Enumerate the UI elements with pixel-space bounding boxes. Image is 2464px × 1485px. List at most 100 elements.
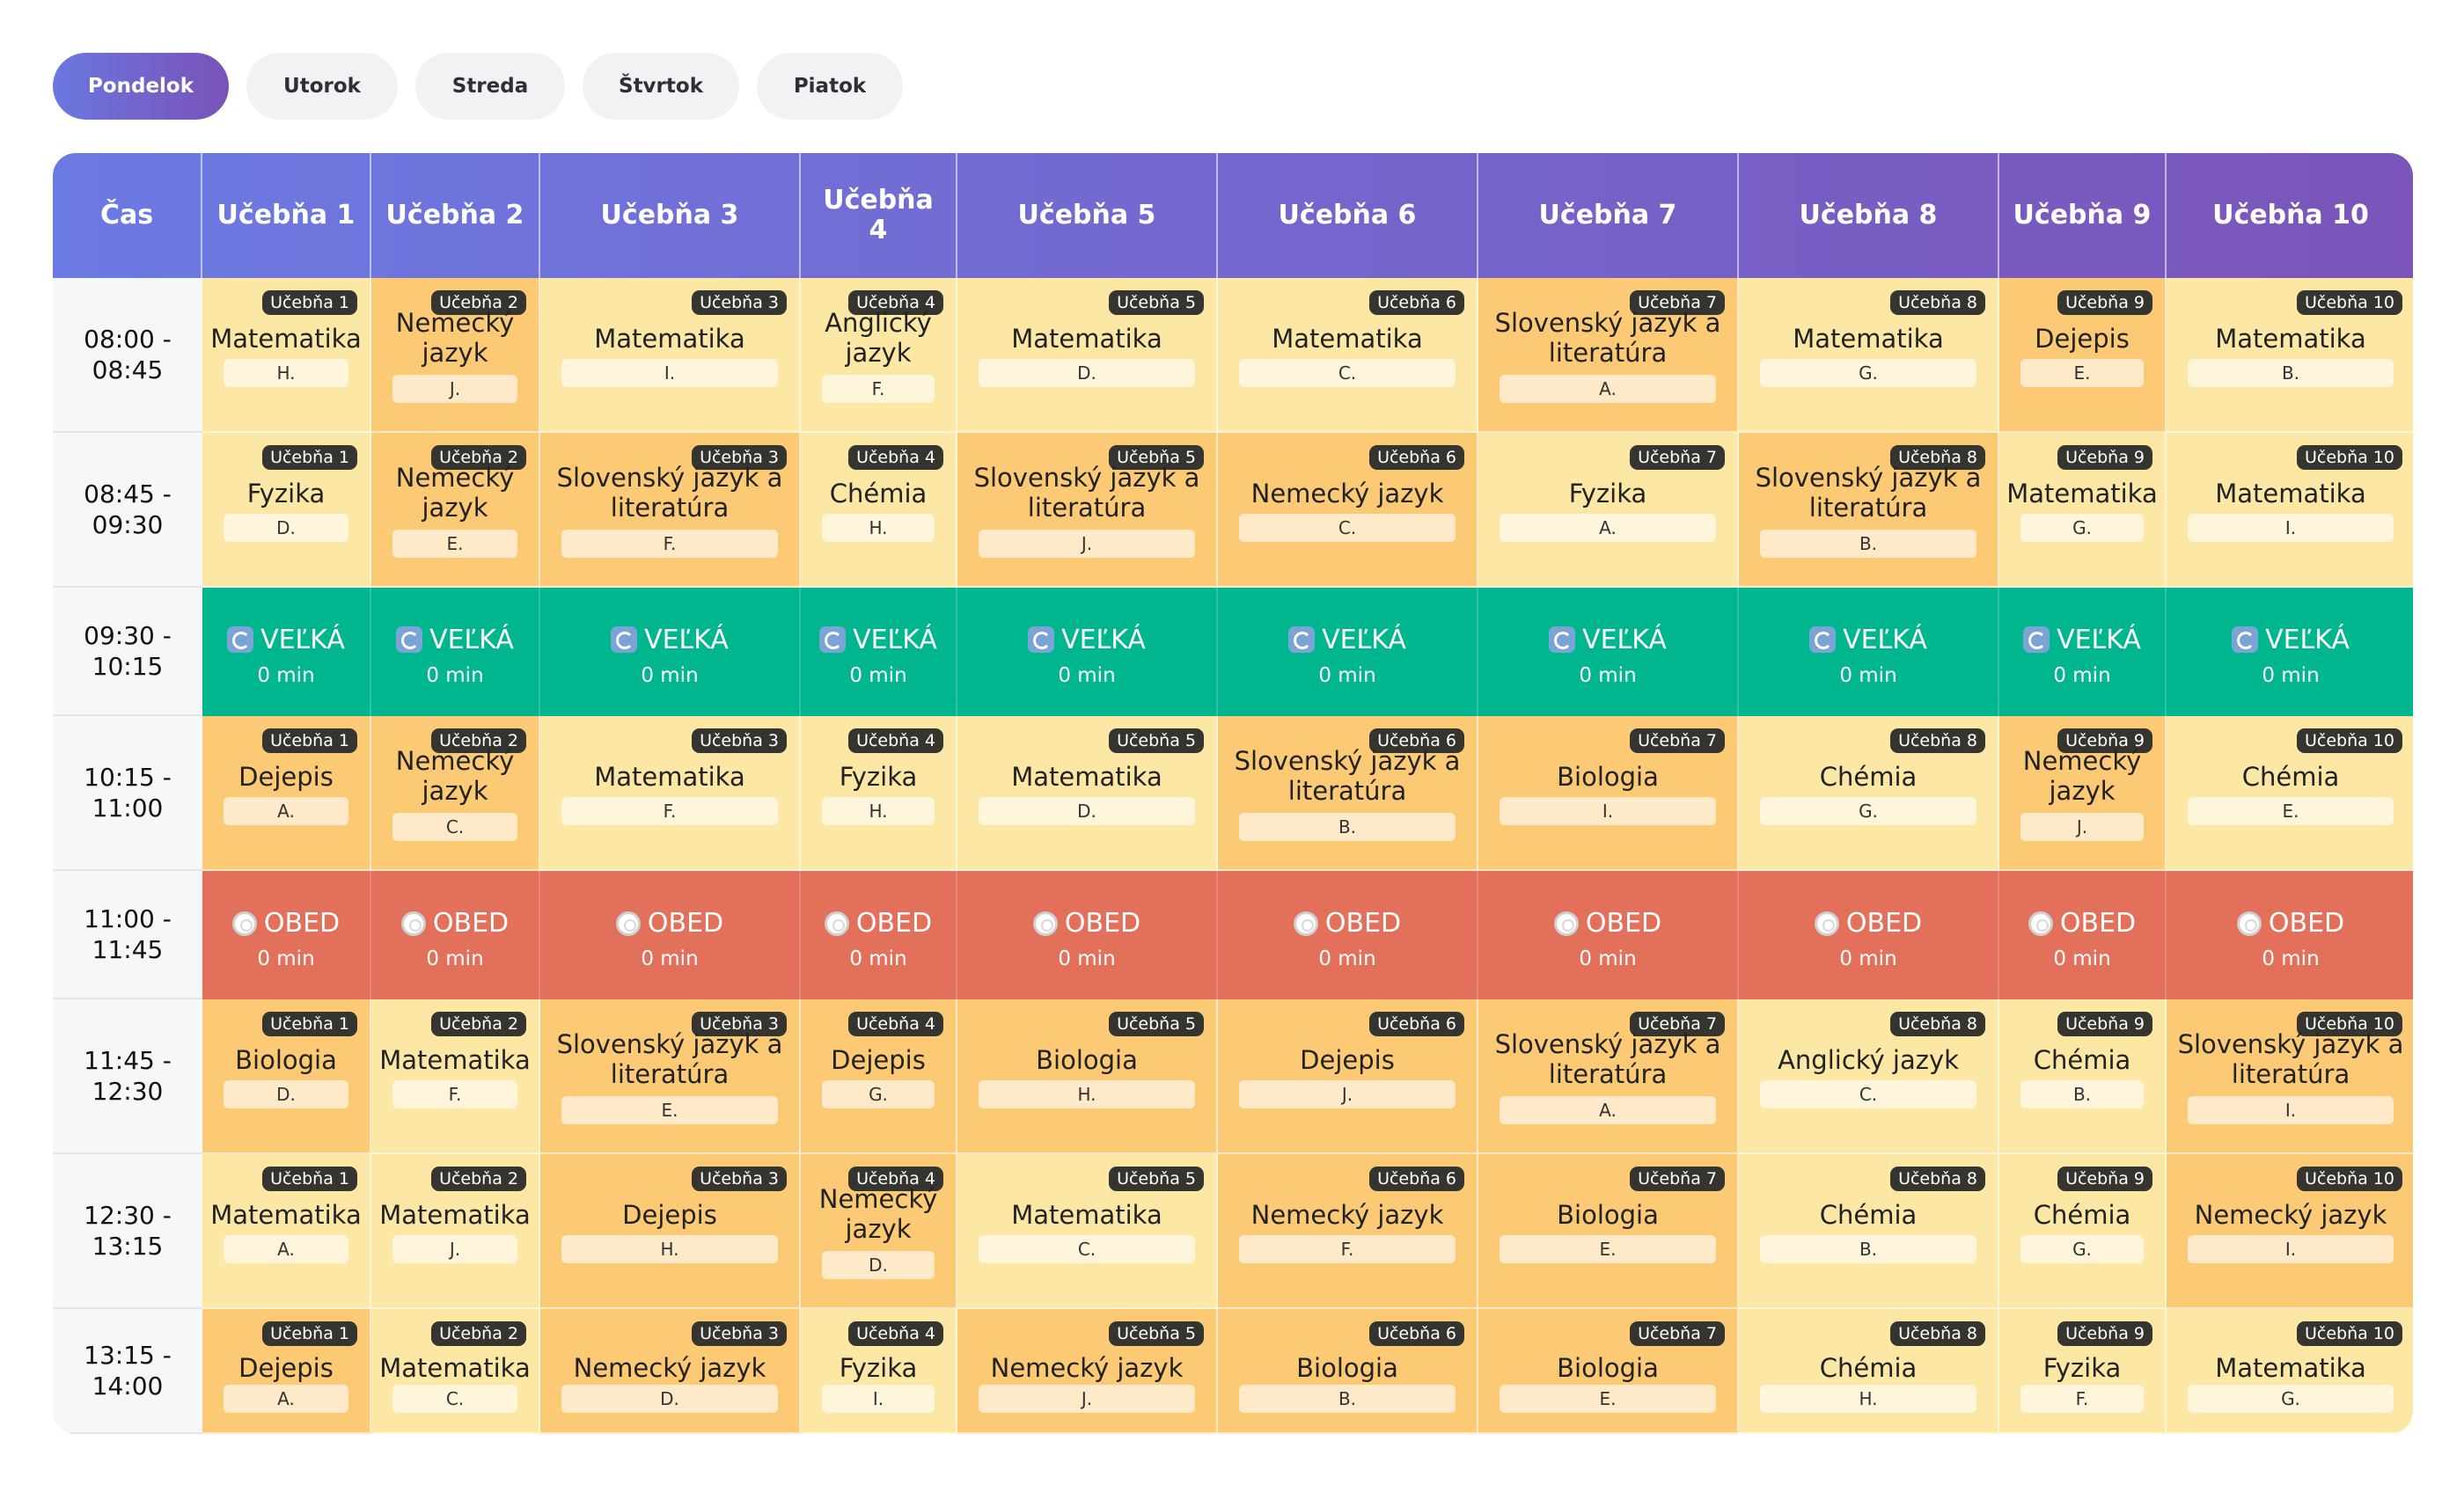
lesson-cell[interactable]: Učebňa 2 Matematika J. <box>371 1154 540 1309</box>
lesson-cell[interactable]: Učebňa 8 Chémia G. <box>1739 716 1999 871</box>
lesson-cell[interactable]: Učebňa 10 Matematika B. <box>2167 278 2413 433</box>
lesson-cell[interactable]: Učebňa 1 Matematika A. <box>202 1154 371 1309</box>
lesson-cell[interactable]: Učebňa 6 Dejepis J. <box>1218 999 1478 1154</box>
lesson-cell[interactable]: Učebňa 1 Matematika H. <box>202 278 371 433</box>
subject-name: Nemecký jazyk <box>818 1184 938 1244</box>
lesson-cell[interactable]: Učebňa 9 Nemecký jazyk J. <box>1999 716 2167 871</box>
lesson-cell[interactable]: Učebňa 10 Matematika G. <box>2167 1309 2413 1434</box>
time-slot: 09:30 -10:15 <box>53 588 202 716</box>
subject-name: Dejepis <box>238 762 334 792</box>
lesson-cell[interactable]: Učebňa 8 Chémia B. <box>1739 1154 1999 1309</box>
break-name: OBED <box>1064 908 1141 939</box>
lesson-cell[interactable]: Učebňa 3 Slovenský jazyk a literatúra E. <box>540 999 801 1154</box>
lesson-cell[interactable]: Učebňa 5 Slovenský jazyk a literatúra J. <box>957 433 1218 588</box>
lesson-cell[interactable]: Učebňa 7 Fyzika A. <box>1478 433 1739 588</box>
break-name: OBED <box>855 908 933 939</box>
lesson-cell[interactable]: Učebňa 3 Slovenský jazyk a literatúra F. <box>540 433 801 588</box>
lesson-cell[interactable]: Učebňa 1 Biologia D. <box>202 999 371 1154</box>
tab-2[interactable]: Utorok <box>246 53 398 120</box>
teacher-label: B. <box>1239 1385 1456 1413</box>
lesson-cell[interactable]: Učebňa 3 Matematika I. <box>540 278 801 433</box>
lesson-cell[interactable]: Učebňa 3 Matematika F. <box>540 716 801 871</box>
lesson-cell[interactable]: Učebňa 6 Biologia B. <box>1218 1309 1478 1434</box>
room-badge: Učebňa 3 <box>692 1012 787 1036</box>
lesson-cell[interactable]: Učebňa 4 Fyzika I. <box>801 1309 957 1434</box>
lesson-cell[interactable]: Učebňa 5 Matematika C. <box>957 1154 1218 1309</box>
lesson-cell[interactable]: Učebňa 2 Matematika F. <box>371 999 540 1154</box>
break-label: OBED <box>540 908 799 940</box>
lesson-cell[interactable]: Učebňa 2 Nemecký jazyk E. <box>371 433 540 588</box>
lesson-cell[interactable]: Učebňa 4 Dejepis G. <box>801 999 957 1154</box>
room-badge: Učebňa 2 <box>431 1167 526 1191</box>
lesson-cell[interactable]: Učebňa 8 Chémia H. <box>1739 1309 1999 1434</box>
tab-3[interactable]: Streda <box>415 53 565 120</box>
teacher-label: C. <box>1239 359 1456 387</box>
lesson-cell[interactable]: Učebňa 6 Matematika C. <box>1218 278 1478 433</box>
lesson-cell[interactable]: Učebňa 9 Chémia G. <box>1999 1154 2167 1309</box>
lesson-cell[interactable]: Učebňa 7 Slovenský jazyk a literatúra A. <box>1478 278 1739 433</box>
lesson-cell[interactable]: Učebňa 7 Biologia I. <box>1478 716 1739 871</box>
lesson-cell[interactable]: Učebňa 10 Nemecký jazyk I. <box>2167 1154 2413 1309</box>
lesson-cell[interactable]: Učebňa 5 Biologia H. <box>957 999 1218 1154</box>
lesson-cell[interactable]: Učebňa 2 Matematika C. <box>371 1309 540 1434</box>
room-badge: Učebňa 5 <box>1109 1167 1204 1191</box>
plate-icon <box>231 911 257 936</box>
lunch-cell: OBED 0 min <box>540 871 801 999</box>
lesson-cell[interactable]: Učebňa 4 Nemecký jazyk D. <box>801 1154 957 1309</box>
refresh-icon <box>1028 626 1055 653</box>
lesson-cell[interactable]: Učebňa 5 Matematika D. <box>957 278 1218 433</box>
lesson-cell[interactable]: Učebňa 8 Anglický jazyk C. <box>1739 999 1999 1154</box>
teacher-label: H. <box>1760 1385 1976 1413</box>
lesson-cell[interactable]: Učebňa 3 Dejepis H. <box>540 1154 801 1309</box>
tab-5[interactable]: Piatok <box>757 53 903 120</box>
lesson-cell[interactable]: Učebňa 2 Nemecký jazyk J. <box>371 278 540 433</box>
lesson-cell[interactable]: Učebňa 8 Matematika G. <box>1739 278 1999 433</box>
lesson-cell[interactable]: Učebňa 10 Chémia E. <box>2167 716 2413 871</box>
lesson-cell[interactable]: Učebňa 6 Nemecký jazyk F. <box>1218 1154 1478 1309</box>
lesson-cell[interactable]: Učebňa 7 Biologia E. <box>1478 1154 1739 1309</box>
lesson-cell[interactable]: Učebňa 4 Anglický jazyk F. <box>801 278 957 433</box>
lesson-cell[interactable]: Učebňa 10 Matematika I. <box>2167 433 2413 588</box>
refresh-icon <box>2232 626 2259 653</box>
room-header-2: Učebňa 2 <box>371 153 540 278</box>
break-cell: VEĽKÁ 0 min <box>801 588 957 716</box>
teacher-label: B. <box>1239 813 1456 841</box>
break-label: VEĽKÁ <box>202 625 370 656</box>
refresh-icon <box>611 626 638 653</box>
tab-1[interactable]: Pondelok <box>53 53 229 120</box>
refresh-icon <box>1809 626 1837 653</box>
lesson-cell[interactable]: Učebňa 10 Slovenský jazyk a literatúra I. <box>2167 999 2413 1154</box>
lesson-cell[interactable]: Učebňa 4 Chémia H. <box>801 433 957 588</box>
subject-name: Biologia <box>1557 762 1659 792</box>
lesson-cell[interactable]: Učebňa 9 Matematika G. <box>1999 433 2167 588</box>
break-duration: 0 min <box>641 947 699 970</box>
lesson-cell[interactable]: Učebňa 1 Dejepis A. <box>202 716 371 871</box>
subject-name: Slovenský jazyk a literatúra <box>556 463 783 523</box>
lesson-cell[interactable]: Učebňa 9 Dejepis E. <box>1999 278 2167 433</box>
refresh-icon <box>227 626 254 653</box>
lesson-cell[interactable]: Učebňa 5 Nemecký jazyk J. <box>957 1309 1218 1434</box>
lesson-cell[interactable]: Učebňa 9 Chémia B. <box>1999 999 2167 1154</box>
lesson-cell[interactable]: Učebňa 8 Slovenský jazyk a literatúra B. <box>1739 433 1999 588</box>
lesson-cell[interactable]: Učebňa 6 Nemecký jazyk C. <box>1218 433 1478 588</box>
lesson-cell[interactable]: Učebňa 9 Fyzika F. <box>1999 1309 2167 1434</box>
lesson-cell[interactable]: Učebňa 5 Matematika D. <box>957 716 1218 871</box>
lesson-cell[interactable]: Učebňa 7 Biologia E. <box>1478 1309 1739 1434</box>
teacher-label: D. <box>561 1385 778 1413</box>
lesson-cell[interactable]: Učebňa 2 Nemecký jazyk C. <box>371 716 540 871</box>
lesson-cell[interactable]: Učebňa 6 Slovenský jazyk a literatúra B. <box>1218 716 1478 871</box>
lunch-cell: OBED 0 min <box>1999 871 2167 999</box>
room-header-6: Učebňa 6 <box>1218 153 1478 278</box>
tab-4[interactable]: Štvrtok <box>583 53 739 120</box>
lesson-cell[interactable]: Učebňa 3 Nemecký jazyk D. <box>540 1309 801 1434</box>
room-badge: Učebňa 1 <box>262 290 357 315</box>
room-badge: Učebňa 10 <box>2296 1321 2402 1346</box>
room-header-8: Učebňa 8 <box>1739 153 1999 278</box>
lesson-cell[interactable]: Učebňa 7 Slovenský jazyk a literatúra A. <box>1478 999 1739 1154</box>
subject-name: Nemecký jazyk <box>1250 479 1444 508</box>
room-badge: Učebňa 5 <box>1109 1321 1204 1346</box>
break-name: OBED <box>1585 908 1662 939</box>
lesson-cell[interactable]: Učebňa 1 Fyzika D. <box>202 433 371 588</box>
lesson-cell[interactable]: Učebňa 4 Fyzika H. <box>801 716 957 871</box>
lesson-cell[interactable]: Učebňa 1 Dejepis A. <box>202 1309 371 1434</box>
